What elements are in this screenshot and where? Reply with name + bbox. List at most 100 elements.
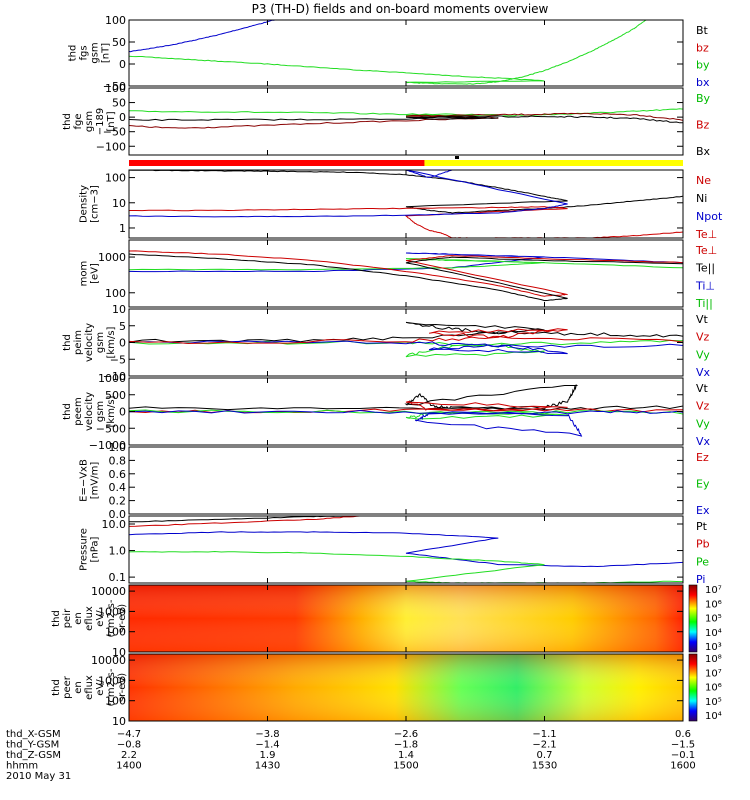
ytick-label: 10000 [91,585,126,598]
coord-row-value: 2.2 [121,750,137,761]
coord-row-value: −1.8 [394,740,418,751]
series-density-Npot [129,170,568,218]
ytick-label: 1000 [98,605,126,618]
ylabel-line: thd [68,45,79,62]
ylabel-line: E=−VxB [79,459,90,502]
ytick-label: 50 [112,36,126,49]
coord-row-value: 1.4 [398,750,414,761]
coord-row-value: −2.1 [532,740,556,751]
ytick-label: −10 [103,370,126,383]
ylabel-line: (cm2-s- [106,599,117,637]
ytick-label: 0.1 [109,571,127,584]
ytick-label: 10 [112,303,126,316]
colorbar-label: 10⁸ [705,654,722,665]
series-fge-By [129,107,683,117]
series-temp-Te|| [129,253,683,302]
ylabel-line: gsm [84,111,95,132]
ytick-label: 100 [105,82,126,95]
ytick-label: 100 [105,172,126,185]
ylabel-line: sr-eV) [117,604,128,633]
legend-entry: Te⊥ [695,228,717,241]
ytick-label: 100 [105,695,126,708]
ytick-label: 0.2 [109,495,127,508]
coord-row-value: 0.7 [537,750,553,761]
ylabel-line: peir [62,608,73,628]
ytick-label: −5 [110,353,126,366]
series-density-Ne [129,206,683,238]
panel-peir: 10⁷ 10⁶ 10⁵ 10⁴ 10³ 10000 1000 100 10 thd peir en ef… [51,584,722,659]
ytick-label: 0 [119,111,126,124]
coord-row-value: −1.1 [532,729,556,740]
legend-entry: Vz [696,400,710,413]
colorbar-label: 10³ [705,642,722,653]
series-peem-Vy [129,409,683,420]
ylabel-line: gsm [95,332,106,353]
ytick-label: 10.0 [102,518,127,531]
spectrogram-shade-peer [129,654,683,721]
ytick-label: −100 [96,140,126,153]
chart-title: P3 (TH-D) fields and on-board moments ov… [252,2,549,16]
ytick-label: 10000 [91,654,126,667]
colorbar-label: 10⁵ [705,614,722,625]
colorbar-label: 10⁶ [705,599,722,610]
ylabel-line: [cm−3] [90,185,101,223]
panel-temp: 1000 100 mom [eV] Te⊥ Te|| Ti⊥ Ti|| [79,239,717,310]
legend-entry: By [696,92,711,105]
ylabel-line: [nT] [101,43,112,63]
ylabel-line: [mV/m] [90,462,101,500]
ylabel-line: eV/ [95,610,106,627]
date-label: 2010 May 31 [6,771,71,782]
series-peem-Vt [129,384,683,411]
ytick-label: 100 [105,287,126,300]
legend-entry: Bz [696,119,710,132]
ylabel-line: (cm2-s- [106,668,117,706]
legend-entry: Ez [696,451,709,464]
ylabel-line: peer [62,675,73,699]
coord-row-label: thd_Y-GSM [6,740,59,751]
series-peim-Vx [129,340,683,355]
ytick-label: 100 [105,626,126,639]
coord-row-value: −1.5 [671,740,695,751]
series-fgs-bx [129,20,276,53]
legend-entry: Te|| [695,262,715,275]
legend-entry: Ni [696,192,707,205]
colorbar-peer [688,653,698,722]
coord-row-value: −2.6 [394,729,418,740]
panel-pressure: 10.0 1.0 0.1 Pressure [nPa] Pt Pb Pe Pi [79,515,710,586]
coord-row-value: 1430 [255,761,280,772]
ytick-label: 0.8 [109,454,127,467]
ytick-label: 100 [105,14,126,27]
legend-entry: Pt [696,520,708,533]
legend-entry: by [696,59,710,72]
series-fgs-by [129,20,647,85]
ytick-label: −500 [96,422,126,435]
series-peim-Vz [129,328,683,345]
legend-entry: Ti|| [695,297,713,310]
ylabel-line: Pressure [79,528,90,571]
ytick-label: 10 [112,715,126,728]
ylabel-line: gsm [90,42,101,63]
ylabel-line: peem [73,397,84,425]
series-peem-Vx [129,409,683,437]
legend-entry: Vy [696,417,710,430]
coord-row-value: 1500 [393,761,418,772]
ytick-label: −50 [103,80,126,93]
ylabel-line: thd [62,113,73,130]
panel-frame [128,446,684,515]
coord-row-value: 1530 [532,761,557,772]
panel-peem: 1000 500 0 −500 −1000 thd peem velocity gsm [km/s… [62,372,711,452]
panel-frame [128,239,684,308]
ylabel-line: [nPa] [90,536,101,562]
legend-entry: Vx [696,435,711,448]
ylabel-line: [nT] [106,111,117,131]
ylabel-line: thd [62,403,73,420]
legend-entry: Vt [696,313,709,326]
ylabel-line: peim [73,330,84,355]
ylabel-line: [eV] [90,263,101,284]
legend-entry: Vz [696,331,710,344]
ylabel-line: en [73,612,84,625]
ylabel-line: [km/s] [106,395,117,427]
ytick-label: 0.0 [109,508,127,521]
